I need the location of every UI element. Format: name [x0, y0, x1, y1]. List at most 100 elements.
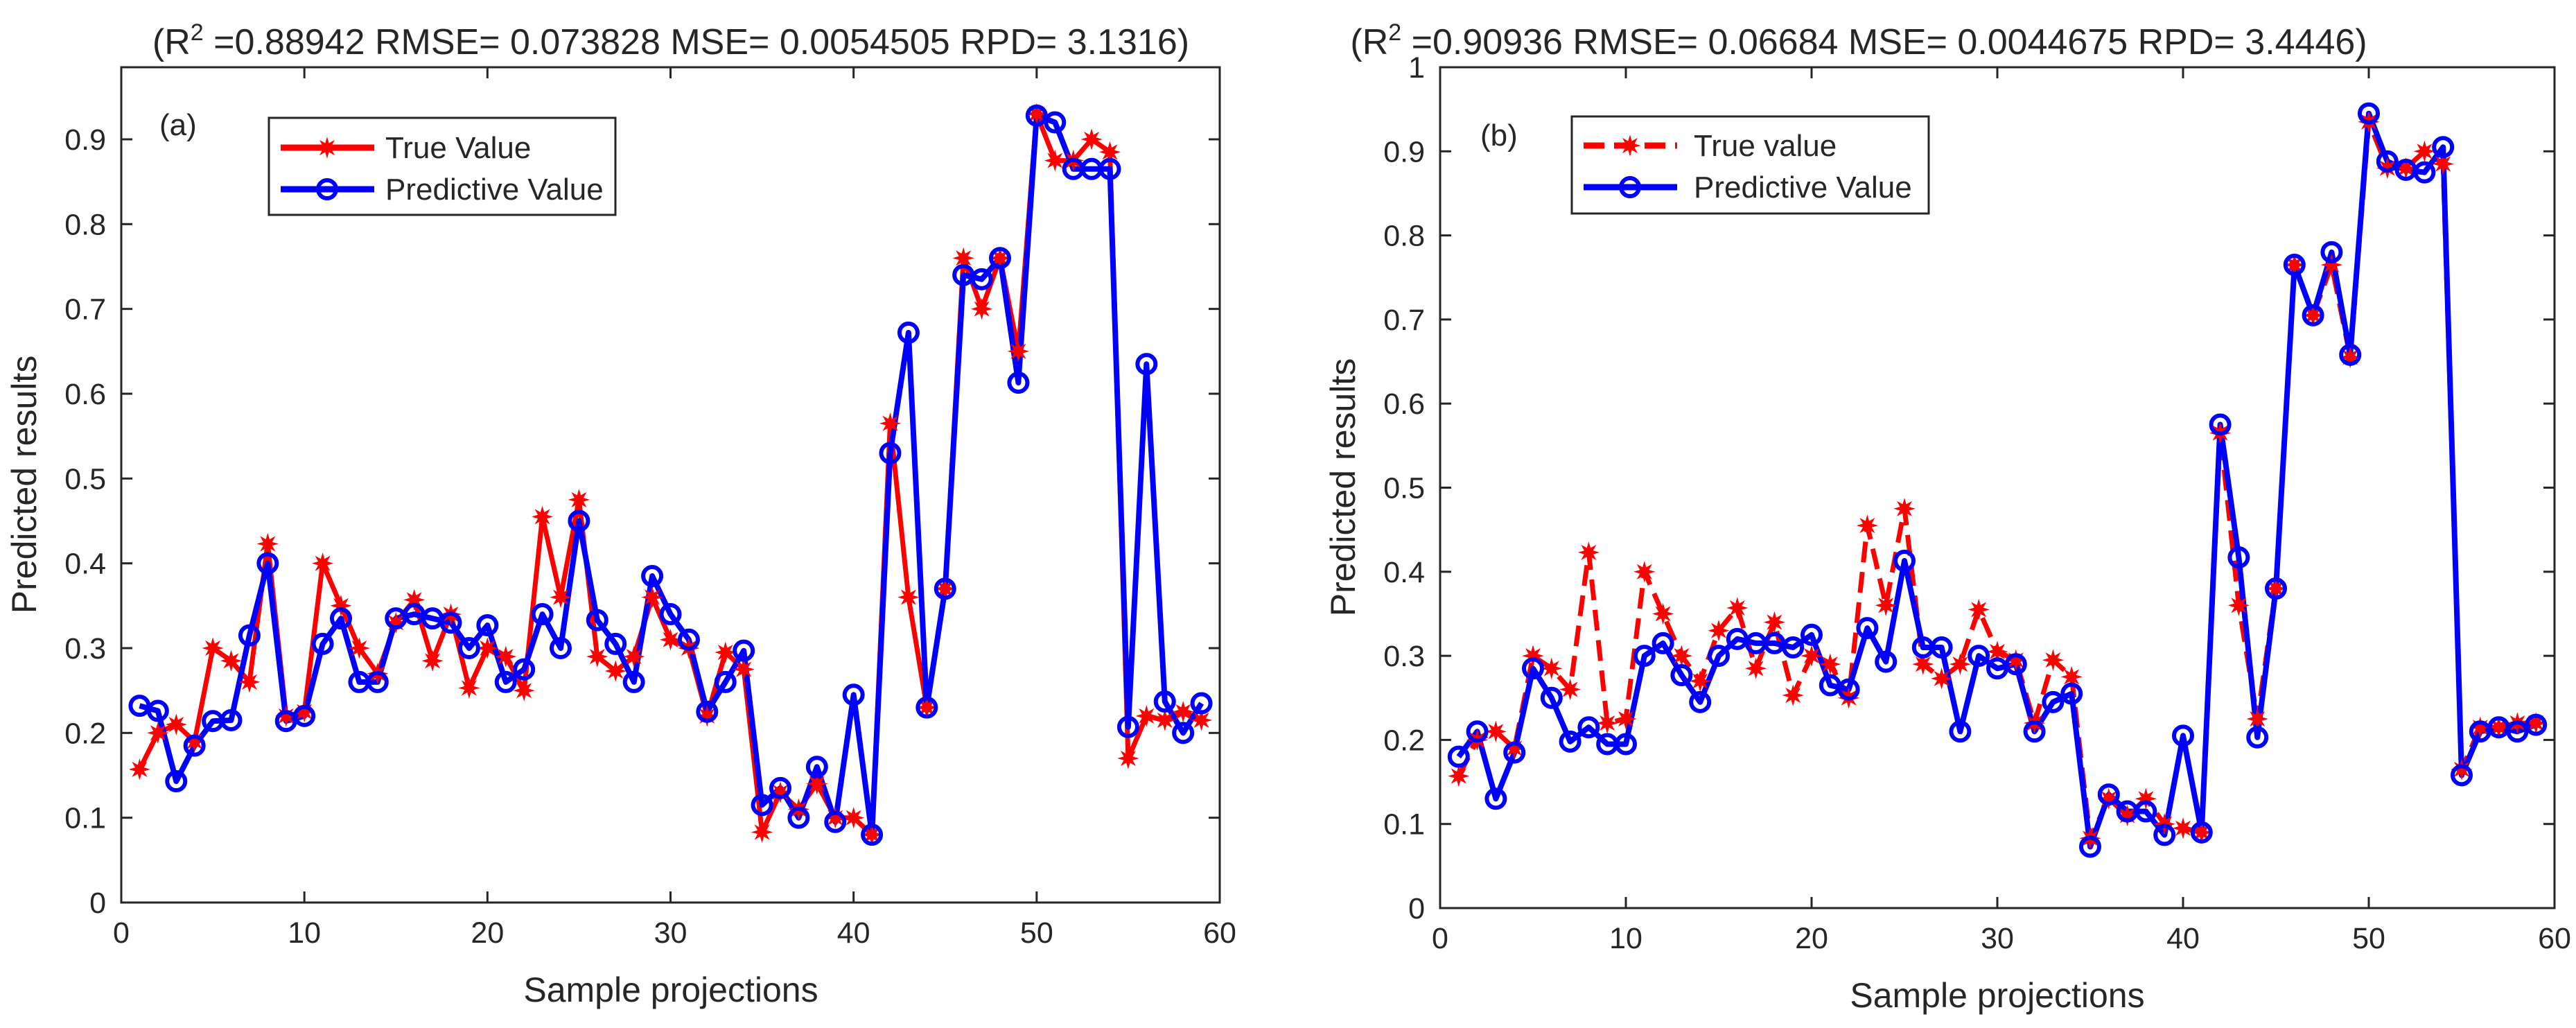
- legend-marker-circle: [1619, 176, 1641, 198]
- predictive-value-point: [2042, 690, 2065, 713]
- true-value-point: [970, 298, 993, 320]
- legend-label-true-b: True value: [1694, 129, 1837, 163]
- x-tick-label: 30: [1981, 922, 2014, 955]
- true-value-point: [1154, 709, 1176, 731]
- true-value-point: [568, 489, 590, 511]
- predictive-value-point: [897, 321, 920, 344]
- legend-marker-true-a: [316, 137, 338, 159]
- true-value-point: [1949, 653, 1972, 675]
- true-value-point: [897, 586, 920, 609]
- predictive-value-point: [1559, 730, 1581, 753]
- true-value-point: [2376, 157, 2399, 180]
- x-tick-label: 0: [113, 916, 130, 950]
- panel-label-a: (a): [159, 108, 197, 142]
- predictive-value-point: [238, 624, 261, 647]
- true-value-point: [1708, 620, 1730, 642]
- y-tick-label: 0.2: [64, 717, 106, 750]
- true-value-point: [531, 505, 554, 528]
- predictive-value-point: [1651, 631, 1674, 654]
- predictive-value-point: [1466, 720, 1489, 743]
- y-tick-label: 0.6: [1383, 387, 1425, 421]
- y-tick-label: 0.7: [64, 293, 106, 326]
- predictive-value-point: [2004, 653, 2027, 676]
- predictive-value-point: [2339, 343, 2362, 366]
- true-value-point: [476, 637, 498, 659]
- predictive-value-point: [1893, 550, 1916, 573]
- predictive-value-point: [2227, 546, 2250, 569]
- predictive-value-point: [1190, 692, 1213, 715]
- predictive-value-point: [165, 770, 188, 793]
- true-value-point: [513, 679, 535, 702]
- predictive-value-point: [604, 632, 627, 655]
- predictive-value-point: [659, 603, 682, 626]
- y-tick-label: 0.4: [64, 548, 106, 581]
- predictive-value-point: [1782, 636, 1805, 659]
- true-value-point: [1856, 514, 1879, 537]
- x-tick-label: 20: [471, 916, 504, 950]
- legend-label-predictive-b: Predictive Value: [1694, 171, 1912, 204]
- true-value-point: [1726, 597, 1749, 619]
- predictive-value-point: [1800, 623, 1823, 646]
- true-value-point: [495, 645, 517, 668]
- legend-marker-star: [316, 137, 338, 159]
- true-value-point: [421, 650, 444, 672]
- true-value-point: [128, 758, 151, 781]
- true-value-point: [1007, 340, 1030, 363]
- predictive-value-point: [2302, 304, 2324, 326]
- true-value-point: [550, 586, 572, 609]
- x-tick-label: 20: [1795, 922, 1828, 955]
- predictive-value-point: [476, 613, 499, 636]
- legend-box-b: [1570, 115, 1930, 215]
- predictive-value-point: [2079, 835, 2101, 858]
- true-value-point: [1577, 541, 1600, 564]
- predictive-value-point: [934, 577, 956, 600]
- predictive-value-point: [824, 810, 847, 833]
- true-value-point: [751, 821, 773, 844]
- y-axis-a: 0 0.1 0.2 0.3 0.4 0.5 0.6 0.7 0.8 0.9: [64, 123, 1220, 920]
- series-line-predictive-a: [139, 112, 1204, 838]
- predictive-value-point: [1633, 645, 1656, 668]
- predictive-value-point: [1098, 157, 1121, 180]
- predictive-value-point: [1670, 663, 1693, 686]
- y-tick-label: 0.8: [1383, 220, 1425, 253]
- predictive-value-point: [787, 806, 810, 829]
- y-axis-b: 0 0.1 0.2 0.3 0.4 0.5 0.6 0.7 0.8 0.9 1: [1383, 51, 2555, 925]
- x-tick-label: 60: [1203, 916, 1236, 950]
- y-tick-label: 0.3: [64, 632, 106, 665]
- predictive-value-point: [861, 824, 884, 846]
- series-line-predictive-b: [1456, 110, 2537, 850]
- true-value-point: [1744, 657, 1767, 679]
- predictive-value-point: [805, 756, 828, 778]
- true-value-point: [2172, 817, 2194, 839]
- predictive-value-point: [2135, 800, 2157, 823]
- true-value-point: [256, 532, 279, 555]
- predictive-value-point: [2153, 824, 2176, 846]
- true-value-point: [2227, 594, 2250, 616]
- predictive-value-point: [989, 247, 1011, 270]
- predictive-value-point: [1025, 104, 1048, 127]
- true-value-point: [2413, 140, 2436, 162]
- predictive-value-point: [1968, 645, 1990, 668]
- true-value-point: [806, 773, 828, 795]
- x-tick-label: 60: [2538, 922, 2571, 955]
- x-tick-label: 40: [837, 916, 870, 950]
- true-value-point: [1135, 705, 1157, 727]
- predictive-value-point: [2190, 821, 2213, 844]
- predictive-value-point: [879, 442, 902, 464]
- x-tick-label: 10: [288, 916, 321, 950]
- y-tick-label: 0.5: [1383, 472, 1425, 505]
- legend-label-predictive-a: Predictive Value: [385, 173, 604, 207]
- predictive-value-point: [1615, 733, 1637, 756]
- predictive-value-point: [1116, 715, 1139, 738]
- true-value-point: [1689, 670, 1711, 692]
- y-tick-label: 0.1: [64, 802, 106, 835]
- true-value-point: [238, 671, 261, 693]
- predictive-value-point: [622, 670, 645, 693]
- predictive-value-point: [1135, 353, 1158, 376]
- x-tick-label: 50: [2352, 922, 2385, 955]
- true-value-point: [1968, 598, 1990, 621]
- predictive-value-point: [2023, 720, 2046, 743]
- predictive-value-point: [2506, 720, 2529, 743]
- predictive-value-point: [915, 696, 938, 719]
- true-value-point: [1044, 149, 1066, 172]
